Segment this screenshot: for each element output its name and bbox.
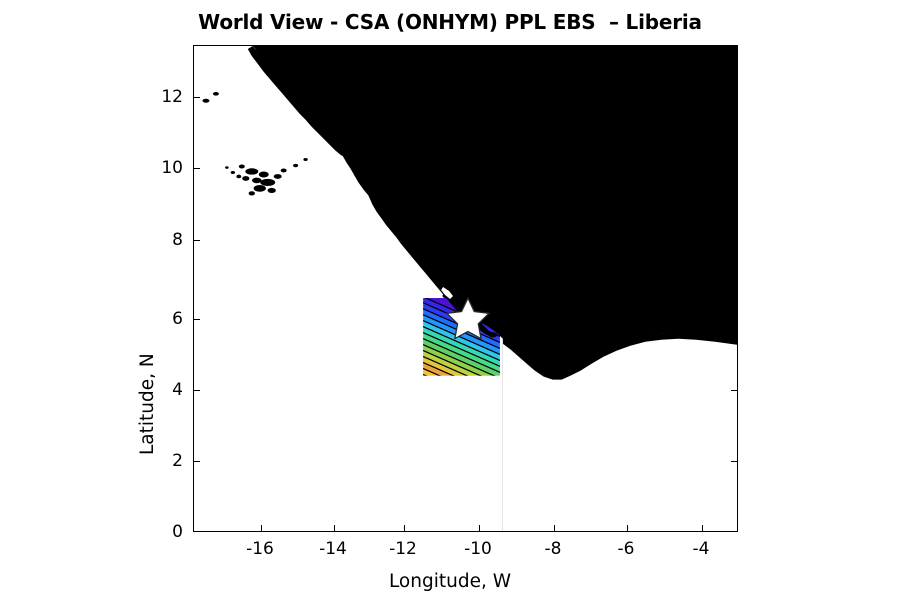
xtick-top-4 (554, 46, 556, 52)
ytick-right-6 (731, 97, 737, 99)
ytick-label-1: 2 (172, 451, 183, 471)
xtick-label-5: -6 (617, 539, 635, 559)
xtick-5 (627, 525, 629, 531)
ytick-right-4 (731, 240, 737, 242)
xtick-label-3: -10 (464, 539, 492, 559)
xtick-top-5 (627, 46, 629, 52)
ytick-right-2 (731, 390, 737, 392)
ytick-label-6: 12 (161, 87, 183, 107)
ytick-right-5 (731, 168, 737, 170)
xtick-top-1 (334, 46, 336, 52)
ytick-label-0: 0 (172, 522, 183, 542)
ytick-1 (194, 461, 200, 463)
page-title: World View - CSA (ONHYM) PPL EBS – Liber… (198, 10, 702, 34)
ytick-right-3 (731, 319, 737, 321)
xtick-6 (702, 525, 704, 531)
xtick-label-6: -4 (692, 539, 710, 559)
xtick-label-0: -16 (246, 539, 274, 559)
xtick-top-3 (479, 46, 481, 52)
xtick-0 (261, 525, 263, 531)
xtick-1 (334, 525, 336, 531)
ytick-label-4: 8 (172, 230, 183, 250)
xtick-top-2 (404, 46, 406, 52)
ytick-2 (194, 390, 200, 392)
ytick-label-5: 10 (161, 158, 183, 178)
ytick-6 (194, 97, 200, 99)
ytick-right-1 (731, 461, 737, 463)
xtick-3 (479, 525, 481, 531)
ytick-3 (194, 319, 200, 321)
xtick-label-2: -12 (389, 539, 417, 559)
star-icon (445, 296, 491, 340)
landmass-layer (202, 46, 737, 531)
xtick-label-4: -8 (544, 539, 562, 559)
ytick-4 (194, 240, 200, 242)
ytick-label-2: 4 (172, 380, 183, 400)
ytick-5 (194, 168, 200, 170)
y-axis-label: Latitude, N (137, 353, 158, 455)
x-axis-label: Longitude, W (388, 571, 512, 592)
xtick-label-1: -14 (319, 539, 347, 559)
xtick-4 (554, 525, 556, 531)
ytick-label-3: 6 (172, 309, 183, 329)
map-axes (193, 45, 738, 532)
xtick-top-6 (702, 46, 704, 52)
xtick-top-0 (261, 46, 263, 52)
xtick-2 (404, 525, 406, 531)
